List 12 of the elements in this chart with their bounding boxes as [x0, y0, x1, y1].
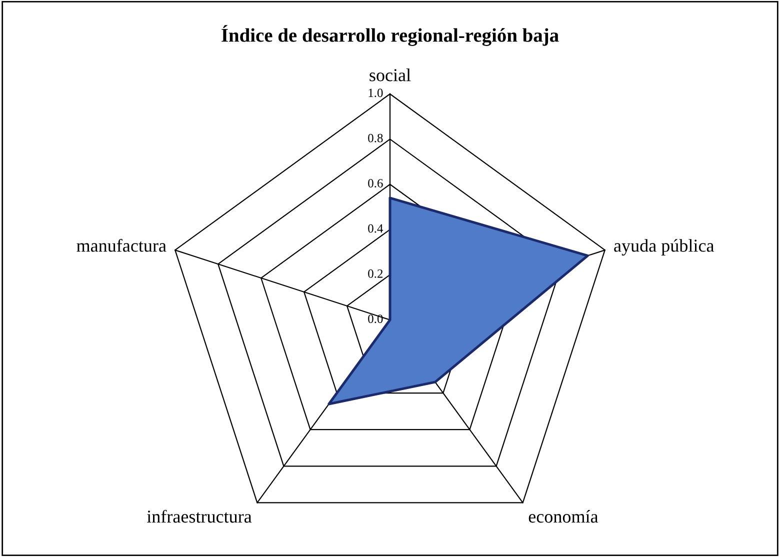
- y-tick-label: 0.4: [368, 224, 384, 233]
- spoke-label: infraestructura: [146, 510, 252, 523]
- y-tick-label: 0.0: [368, 314, 383, 324]
- y-tick-label: 0.8: [368, 134, 383, 142]
- y-tick-label: 0.2: [368, 269, 383, 278]
- spoke-label: ayuda pública: [614, 239, 714, 256]
- chart-title: Índice de desarrollo regional-región baja: [222, 25, 559, 46]
- y-tick-label: 1.0: [368, 88, 383, 98]
- spoke-label: manufactura: [76, 238, 166, 252]
- spoke-label: economía: [528, 510, 598, 523]
- spoke-label: social: [370, 68, 411, 82]
- y-tick-label: 0.6: [368, 179, 383, 188]
